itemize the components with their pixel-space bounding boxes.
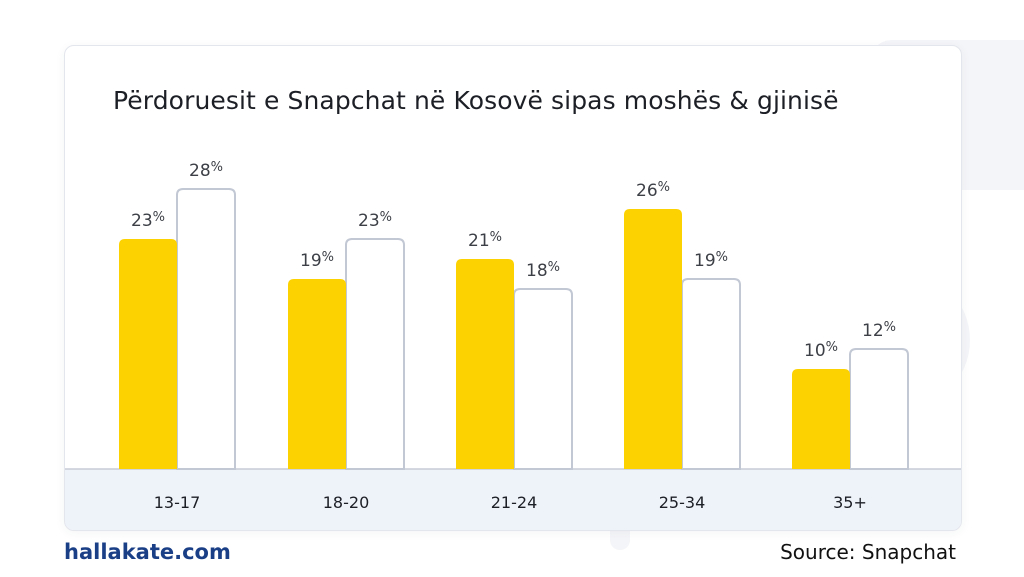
- bar-35+-series-1: [792, 369, 850, 469]
- x-tick-label-25-34: 25-34: [659, 493, 706, 512]
- data-label-35+-series-2: 12%: [862, 320, 896, 341]
- data-label-35+-series-1: 10%: [804, 340, 838, 361]
- bar-13-17-series-1: [119, 239, 177, 469]
- x-tick-label-18-20: 18-20: [323, 493, 370, 512]
- source-text: Source: Snapchat: [780, 540, 956, 564]
- data-label-25-34-series-1: 26%: [636, 180, 670, 201]
- chart-card: Përdoruesit e Snapchat në Kosovë sipas m…: [64, 45, 962, 531]
- x-axis-band: [65, 469, 961, 530]
- data-label-21-24-series-1: 21%: [468, 230, 502, 251]
- bar-18-20-series-2: [345, 238, 405, 470]
- x-tick-label-35+: 35+: [833, 493, 867, 512]
- brand-link[interactable]: hallakate.com: [64, 540, 231, 564]
- bar-21-24-series-1: [456, 259, 514, 469]
- bar-25-34-series-1: [624, 209, 682, 469]
- data-label-25-34-series-2: 19%: [694, 250, 728, 271]
- data-label-13-17-series-1: 23%: [131, 210, 165, 231]
- bar-18-20-series-1: [288, 279, 346, 469]
- x-tick-label-13-17: 13-17: [154, 493, 201, 512]
- bar-chart: 23% 19% 21% 26% 10% 28% 23% 18% 19% 12% 13-17 18-20…: [65, 160, 961, 530]
- x-tick-label-21-24: 21-24: [491, 493, 538, 512]
- data-label-18-20-series-1: 19%: [300, 250, 334, 271]
- bar-13-17-series-2: [176, 188, 236, 470]
- bar-25-34-series-2: [681, 278, 741, 470]
- data-label-21-24-series-2: 18%: [526, 260, 560, 281]
- data-label-13-17-series-2: 28%: [189, 160, 223, 181]
- bar-35+-series-2: [849, 348, 909, 470]
- bar-21-24-series-2: [513, 288, 573, 470]
- data-label-18-20-series-2: 23%: [358, 210, 392, 231]
- chart-title: Përdoruesit e Snapchat në Kosovë sipas m…: [113, 86, 839, 115]
